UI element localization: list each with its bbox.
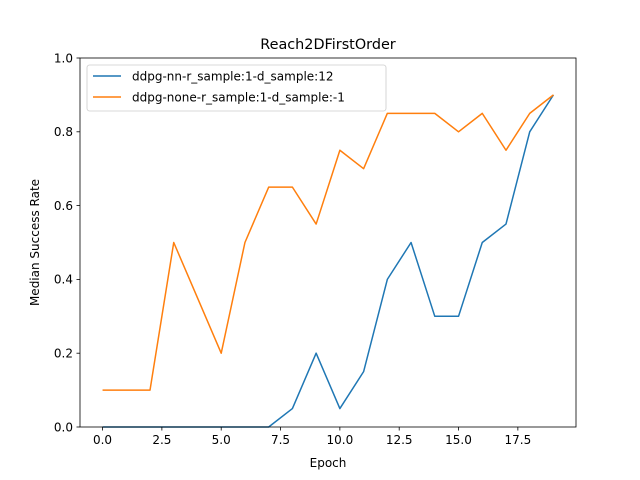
x-tick-label: 15.0 [445, 433, 472, 447]
y-tick-label: 0.4 [54, 273, 73, 287]
x-axis-label: Epoch [310, 456, 347, 470]
x-tick-label: 17.5 [504, 433, 531, 447]
y-tick-label: 0.0 [54, 420, 73, 434]
y-tick-label: 0.6 [54, 199, 73, 213]
plot-frame [79, 57, 577, 428]
y-tick-label: 0.8 [54, 125, 73, 139]
legend: ddpg-nn-r_sample:1-d_sample:12 ddpg-none-… [86, 64, 387, 112]
y-tick-label: 1.0 [54, 51, 73, 65]
x-tick-label: 0.0 [93, 433, 112, 447]
y-tick-label: 0.2 [54, 347, 73, 361]
chart-title: Reach2DFirstOrder [260, 37, 396, 53]
y-axis: 0.0 0.2 0.4 0.6 0.8 1.0 [54, 51, 80, 434]
x-axis: 0.0 2.5 5.0 7.5 10.0 12.5 15.0 17.5 [93, 427, 531, 447]
legend-label: ddpg-nn-r_sample:1-d_sample:12 [132, 69, 333, 83]
x-tick-label: 2.5 [152, 433, 171, 447]
x-tick-label: 12.5 [386, 433, 413, 447]
series-line-2 [102, 94, 554, 391]
x-tick-label: 7.5 [271, 433, 290, 447]
legend-label: ddpg-none-r_sample:1-d_sample:-1 [132, 90, 345, 104]
series-layer [102, 94, 555, 428]
y-axis-label: Median Success Rate [28, 179, 42, 306]
x-tick-label: 10.0 [327, 433, 354, 447]
x-tick-label: 5.0 [212, 433, 231, 447]
legend-box [86, 64, 387, 112]
